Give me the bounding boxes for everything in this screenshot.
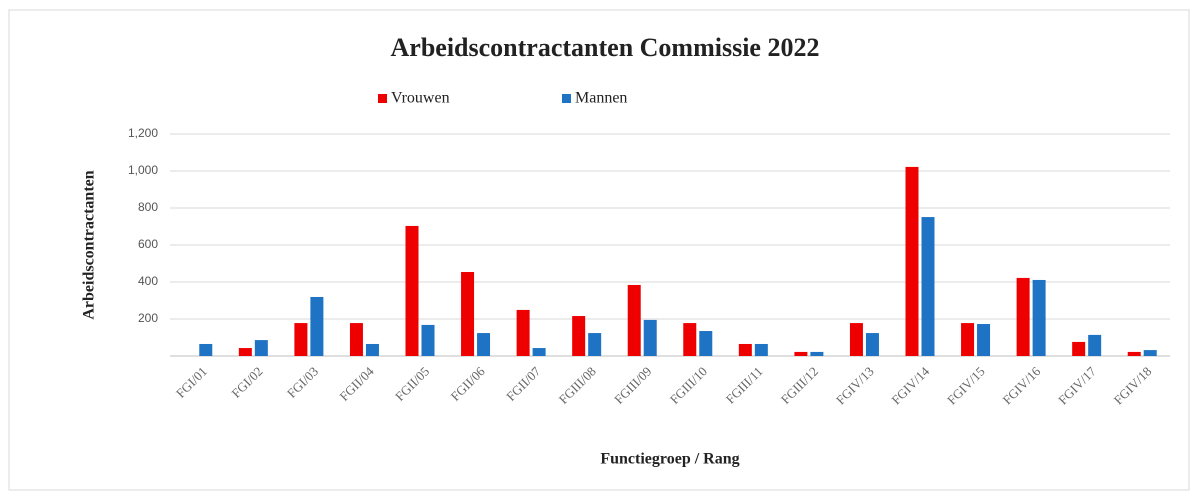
chart-title: Arbeidscontractanten Commissie 2022 xyxy=(391,33,820,62)
bar xyxy=(1032,279,1046,356)
bar xyxy=(405,225,419,356)
bar xyxy=(794,351,808,356)
legend-label: Mannen xyxy=(575,90,627,107)
bar xyxy=(849,323,863,356)
bar xyxy=(572,316,586,356)
bar xyxy=(754,343,768,356)
bar xyxy=(516,309,530,356)
bar xyxy=(977,323,991,356)
bar xyxy=(865,333,879,356)
legend-swatch xyxy=(562,94,571,103)
bar xyxy=(532,348,546,356)
y-axis-title: Arbeidscontractanten xyxy=(81,170,98,319)
bar xyxy=(683,323,697,356)
bar xyxy=(421,324,435,356)
bar xyxy=(1143,350,1157,356)
bar xyxy=(199,343,213,356)
y-tick-label: 1,000 xyxy=(128,163,158,177)
bar xyxy=(810,351,824,356)
x-axis-title: Functiegroep / Rang xyxy=(600,451,739,468)
bar xyxy=(365,343,379,356)
bar xyxy=(477,333,491,356)
bar xyxy=(921,217,935,356)
bar xyxy=(738,343,752,356)
y-tick-label: 800 xyxy=(138,200,158,214)
bar xyxy=(961,323,975,356)
bar xyxy=(294,323,308,356)
legend-swatch xyxy=(378,94,387,103)
bar xyxy=(238,348,252,356)
bar xyxy=(699,331,713,356)
bar xyxy=(461,272,475,356)
bar xyxy=(1088,334,1102,356)
bar xyxy=(588,333,602,356)
bar xyxy=(349,323,363,356)
bar xyxy=(254,340,268,356)
y-tick-label: 600 xyxy=(138,237,158,251)
bar xyxy=(1072,341,1086,356)
legend-label: Vrouwen xyxy=(391,90,450,107)
bar xyxy=(1127,351,1141,356)
bar xyxy=(310,296,324,356)
y-tick-label: 1,200 xyxy=(128,126,158,140)
y-tick-label: 200 xyxy=(138,311,158,325)
bar xyxy=(627,284,641,356)
bar xyxy=(905,166,919,356)
bar xyxy=(643,319,657,356)
chart-frame xyxy=(8,9,1190,491)
y-tick-label: 400 xyxy=(138,274,158,288)
bar xyxy=(1016,277,1030,356)
